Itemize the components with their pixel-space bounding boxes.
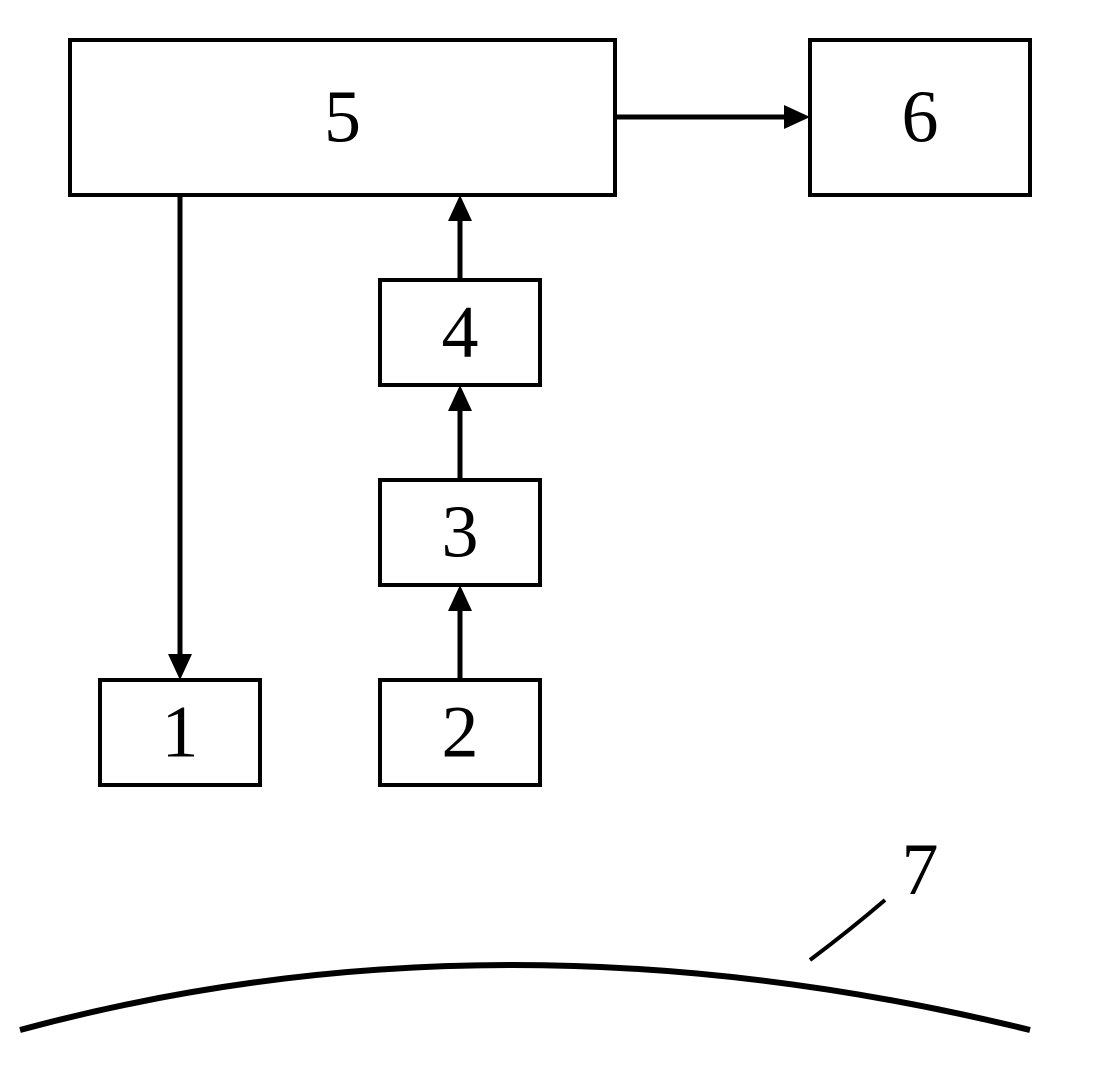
edge-n5-n6 xyxy=(615,105,810,129)
edge-n5-n1 xyxy=(168,195,192,680)
node-label-n5: 5 xyxy=(324,77,361,159)
node-label-n1: 1 xyxy=(162,692,199,774)
node-label-n2: 2 xyxy=(442,692,479,774)
surface-label: 7 xyxy=(902,829,939,911)
edge-n3-n4 xyxy=(448,385,472,480)
surface-curve xyxy=(20,965,1030,1030)
edge-n4-n5 xyxy=(448,195,472,280)
surface-leader xyxy=(810,900,885,960)
node-label-n6: 6 xyxy=(902,77,939,159)
node-label-n3: 3 xyxy=(442,492,479,574)
node-label-n4: 4 xyxy=(442,292,479,374)
edge-n2-n3 xyxy=(448,585,472,680)
